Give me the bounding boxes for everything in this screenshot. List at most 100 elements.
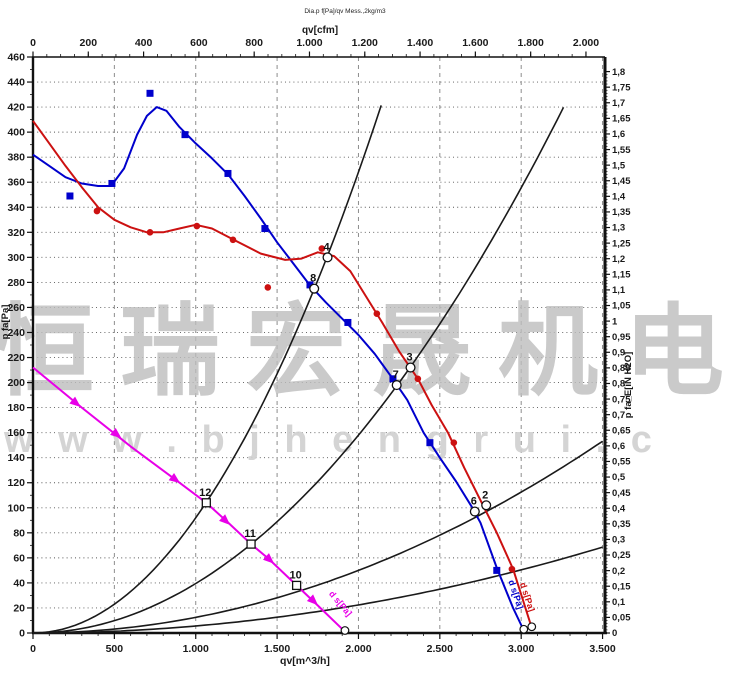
fan-curve-red-marker [264,284,272,291]
system-curve-4 [33,546,603,634]
operating-point-label: 8 [310,273,316,285]
x-bottom-tick-label: 0 [30,643,36,655]
y-right-tick-label: 0,95 [612,332,631,343]
y-left-tick-label: 220 [7,352,25,364]
y-right-tick-label: 1,05 [612,301,631,312]
x-top-tick-label: 1.400 [407,37,433,49]
x-top-tick-label: 800 [245,37,263,49]
operating-point-11 [246,539,256,549]
y-right-tick-label: 0,15 [612,581,631,592]
x-bottom-tick-label: 2.500 [427,643,453,655]
operating-point-label: 11 [244,528,256,540]
operating-point-label: 10 [289,569,301,581]
y-right-tick-label: 0,6 [612,441,625,452]
y-right-tick-label: 0,8 [612,379,625,390]
y-right-tick-label: 1,2 [612,254,625,265]
y-right-tick-label: 1,35 [612,207,631,218]
curve-end-marker-2 [519,624,529,634]
control-line-magenta-arrow-marker [306,594,318,606]
y-left-tick-label: 100 [7,502,25,514]
x-top-tick-label: 0 [30,37,36,49]
fan-curve-blue-marker [261,225,269,233]
y-left-tick-label: 240 [7,327,25,339]
y-right-tick-label: 0,5 [612,472,626,483]
y-left-tick-label: 200 [7,377,25,389]
operating-point-3 [405,362,416,373]
fan-curve-blue-marker [181,131,189,139]
operating-point-12 [201,498,211,508]
y-right-tick-label: 0,7 [612,410,625,421]
x-bottom-tick-label: 500 [106,643,124,655]
y-left-tick-label: 20 [13,602,25,614]
y-right-tick-label: 0,1 [612,597,626,608]
y-right-tick-label: 0,2 [612,566,625,577]
fan-curve-red-marker [508,565,516,573]
y-right-tick-label: 0,45 [612,488,631,499]
y-left-tick-label: 440 [7,77,25,89]
x-top-tick-label: 200 [80,37,98,49]
fan-curve-blue-marker [493,566,501,574]
curve-end-marker-1 [340,626,350,635]
y-right-tick-label: 1,7 [612,98,625,109]
operating-point-2 [481,500,492,511]
x-top-tick-label: 1.200 [352,37,378,49]
fan-curve-blue-marker [389,375,397,383]
system-curve-2 [32,106,565,634]
y-left-tick-label: 460 [7,52,25,64]
operating-point-6 [469,506,480,517]
y-right-tick-label: 1,1 [612,285,626,296]
fan-curve-red-marker [193,222,201,230]
y-left-tick-label: 420 [7,102,25,114]
fan-curve-red [32,120,533,629]
y-right-tick-label: 1,3 [612,223,625,234]
x-bottom-tick-label: 1.000 [183,643,209,655]
control-line-magenta-arrow-marker [69,396,81,408]
y-left-tick-label: 140 [7,452,25,464]
axes: 0204060801001201401601802002202402602803… [0,8,634,667]
watermark: 恒瑞宏晟机电 w w w . b j h e n g r u i . c [0,296,750,461]
x-top-tick-label: 600 [190,37,208,49]
y-left-tick-label: 320 [7,227,25,239]
control-line-magenta-arrow-marker [219,514,231,526]
fan-curve-red-marker [318,245,326,252]
x-bottom-axis-title: qv[m^3/h] [280,655,330,667]
y-right-tick-label: 1,45 [612,176,631,187]
fan-curve-blue [32,106,525,631]
y-left-tick-label: 180 [7,402,25,414]
y-right-tick-label: 0 [612,628,617,639]
y-right-tick-label: 0,3 [612,535,625,546]
fan-curve-blue-marker [146,89,154,97]
y-right-tick-label: 1,15 [612,270,631,281]
control-line-magenta-arrow-marker [168,472,181,484]
fan-curve-red-marker [450,439,458,446]
operating-point-7 [391,380,402,391]
system-curve-3 [32,440,604,634]
watermark-company-text: 恒瑞宏晟机电 [0,296,750,408]
x-top-tick-label: 1.800 [518,37,544,49]
x-top-axis-title: qv[cfm] [302,25,338,36]
fan-curve-red-marker [373,310,381,317]
operating-point-label: 6 [471,496,477,508]
y-right-tick-label: 1,55 [612,145,631,156]
y-right-tick-label: 1,65 [612,114,631,125]
operating-point-label: 4 [323,241,330,253]
y-left-tick-label: 380 [7,152,25,164]
y-right-tick-label: 1,5 [612,160,626,171]
y-left-tick-label: 300 [7,252,25,264]
y-right-tick-label: 0,65 [612,425,631,436]
y-right-tick-label: 1,4 [612,192,626,203]
y-left-axis-title: p fa[Pa] [0,305,11,340]
operating-point-10 [291,580,302,591]
y-left-tick-label: 60 [13,552,25,564]
y-right-tick-label: 0,4 [612,503,626,514]
watermark-url-text: w w w . b j h e n g r u i . c [3,419,659,461]
operating-point-label: 2 [482,489,488,501]
operating-point-label: 12 [199,487,211,499]
x-bottom-tick-label: 3.000 [508,643,534,655]
x-bottom-tick-label: 2.000 [345,643,371,655]
x-top-tick-label: 2.000 [573,37,599,49]
y-right-tick-label: 0,25 [612,550,631,561]
fan-curve-red-marker [414,375,422,383]
